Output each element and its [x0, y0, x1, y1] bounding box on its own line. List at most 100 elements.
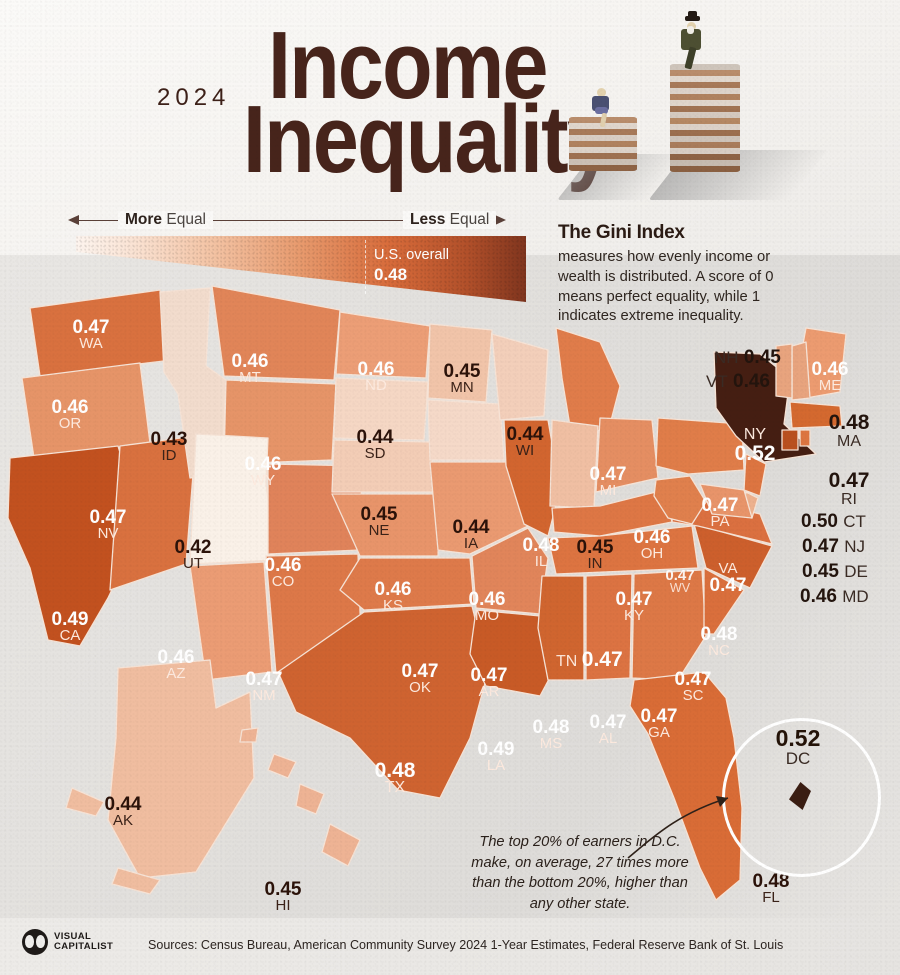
state-value-TN: 0.47 — [581, 648, 623, 671]
state-FL — [629, 671, 743, 901]
legend-more-rest: Equal — [166, 211, 207, 228]
us-overall-label: U.S. overall — [374, 247, 449, 263]
logo-line1: VISUAL — [54, 931, 92, 943]
legend-less-bold: Less — [410, 211, 446, 228]
legend-less-rest: Equal — [449, 211, 490, 228]
state-WA — [29, 289, 173, 377]
state-OK — [339, 557, 475, 611]
legend-axis-line — [78, 220, 496, 222]
state-value-CT: 0.50 — [801, 511, 838, 532]
state-label-MD: 0.46 MD — [800, 587, 869, 606]
arrow-right-icon — [495, 215, 506, 225]
state-VT — [775, 343, 793, 399]
state-label-DE: 0.45 DE — [802, 562, 868, 581]
state-ND — [335, 311, 431, 379]
state-label-NJ: 0.47 NJ — [802, 537, 865, 556]
sources-line: Sources: Census Bureau, American Communi… — [148, 937, 784, 952]
state-code-MA: MA — [837, 433, 861, 451]
state-MN — [427, 323, 493, 403]
state-label-MA: 0.48 MA — [818, 411, 880, 451]
state-MS — [537, 575, 585, 681]
state-OH — [595, 417, 659, 493]
arrow-left-icon — [68, 215, 79, 225]
us-overall-marker: U.S. overall 0.48 — [374, 246, 449, 285]
footer-background — [0, 918, 900, 975]
legend-axis: More Equal Less Equal — [68, 211, 506, 229]
state-MD — [699, 483, 753, 519]
dc-callout-arrow — [627, 796, 729, 859]
us-overall-value: 0.48 — [374, 265, 408, 285]
figure-on-short-stack — [589, 88, 617, 128]
us-choropleth-map — [0, 268, 900, 918]
map-svg — [7, 285, 847, 901]
state-AK — [107, 659, 255, 879]
state-AL — [585, 573, 633, 681]
state-NV — [109, 435, 197, 591]
state-MA — [789, 401, 843, 429]
state-label-VT: VT 0.46 — [706, 372, 770, 391]
visual-capitalist-logo[interactable]: VISUAL CAPITALIST — [22, 929, 113, 955]
state-code-MD: MD — [842, 587, 869, 606]
state-NE — [331, 439, 437, 493]
figure-on-tall-stack — [677, 11, 711, 70]
state-label-NH: NH 0.45 — [714, 348, 781, 367]
logo-wordmark: VISUAL CAPITALIST — [54, 932, 113, 952]
state-IN — [549, 419, 599, 509]
gini-heading: The Gini Index — [558, 222, 685, 243]
state-NC — [693, 523, 773, 589]
state-label-TN: TN 0.47 — [556, 648, 623, 672]
page-title-line1: Income — [268, 12, 548, 119]
state-AZ — [189, 561, 273, 681]
state-code-CT: CT — [843, 512, 866, 531]
state-value-MA: 0.48 — [828, 411, 870, 434]
state-value-DC: 0.52 — [775, 725, 821, 751]
state-AK-aleutians2 — [111, 867, 161, 895]
state-MO — [429, 461, 529, 555]
state-code-DE: DE — [844, 562, 868, 581]
state-value-NJ: 0.47 — [802, 536, 839, 557]
state-IA — [427, 399, 505, 461]
state-TN — [547, 525, 699, 575]
state-HI-1 — [239, 727, 259, 743]
state-OR — [21, 362, 151, 459]
page-title-line2: Inequality — [243, 86, 613, 193]
state-value-MD: 0.46 — [800, 586, 837, 607]
state-HI-3 — [295, 783, 325, 815]
state-code-RI: RI — [841, 491, 857, 509]
state-code-NJ: NJ — [844, 537, 866, 556]
legend-label-more-equal: More Equal — [118, 211, 214, 229]
state-SD — [333, 377, 429, 441]
us-overall-tick — [365, 240, 366, 294]
legend-label-less-equal: Less Equal — [403, 211, 497, 229]
state-KS — [331, 493, 441, 557]
state-GA — [631, 569, 707, 681]
gini-index-panel: The Gini Index measures how evenly incom… — [558, 222, 808, 327]
state-code-NH: NH — [714, 348, 739, 367]
state-MI — [555, 327, 621, 433]
state-NJ — [743, 453, 767, 497]
state-UT — [189, 433, 277, 565]
state-value-VT: 0.46 — [733, 371, 770, 392]
dc-annotation-note: The top 20% of earners in D.C. make, on … — [471, 834, 689, 913]
state-label-RI: 0.47 RI — [820, 469, 878, 509]
state-AK-aleutians — [65, 787, 105, 817]
state-RI — [799, 429, 811, 447]
dc-callout-label: 0.52 DC — [738, 726, 858, 768]
state-MT — [211, 285, 341, 381]
state-value-RI: 0.47 — [828, 469, 870, 492]
logo-line2: CAPITALIST — [54, 941, 114, 952]
state-value-NH: 0.45 — [743, 347, 781, 368]
state-TX — [277, 605, 489, 799]
state-WV — [653, 475, 707, 525]
coin-stacks-illustration — [557, 4, 828, 200]
state-SC — [703, 567, 745, 635]
state-HI-4 — [321, 823, 361, 867]
state-CT — [781, 429, 799, 451]
coin-stack-tall — [670, 64, 740, 172]
year-label: 2024 — [157, 84, 231, 111]
logo-mark-icon — [22, 929, 48, 955]
state-label-CT: 0.50 CT — [801, 512, 866, 531]
state-value-DE: 0.45 — [802, 561, 839, 582]
state-HI-2 — [267, 753, 297, 779]
